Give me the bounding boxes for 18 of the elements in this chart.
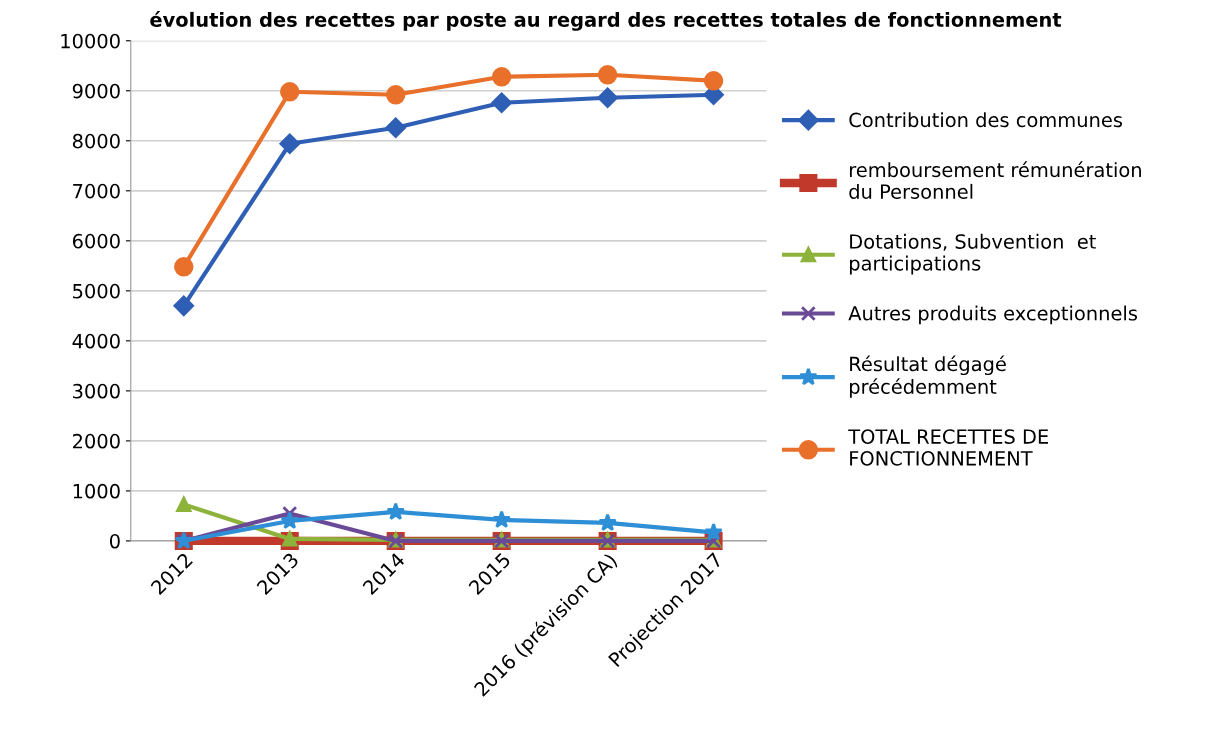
legend-label: Autres produits exceptionnels — [848, 305, 1138, 325]
y-tick-label: 4000 — [72, 333, 120, 349]
legend-label: remboursement rémunération du Personnel — [849, 161, 1141, 199]
y-tick-label: 7000 — [73, 183, 120, 199]
legend-label: Dotations, Subvention et participations — [849, 233, 1096, 275]
y-tick-label: 0 — [109, 533, 120, 549]
y-tick-label: 3000 — [73, 383, 120, 399]
chart-title: évolution des recettes par poste au regard des recettes totales de fonctionnement — [150, 11, 1062, 31]
y-tick-label: 10000 — [61, 33, 120, 49]
y-tick-label: 9000 — [72, 83, 120, 99]
legend-label: TOTAL RECETTES DE FONCTIONNEMENT — [848, 429, 1048, 466]
y-tick-label: 8000 — [72, 133, 120, 149]
y-tick-label: 6000 — [72, 233, 120, 249]
y-tick-label: 2000 — [73, 433, 120, 449]
legend-label: Résultat dégagé précédemment — [849, 355, 1006, 398]
legend-label: Contribution des communes — [849, 112, 1123, 128]
y-tick-label: 1000 — [73, 483, 120, 499]
y-tick-label: 5000 — [73, 283, 120, 299]
